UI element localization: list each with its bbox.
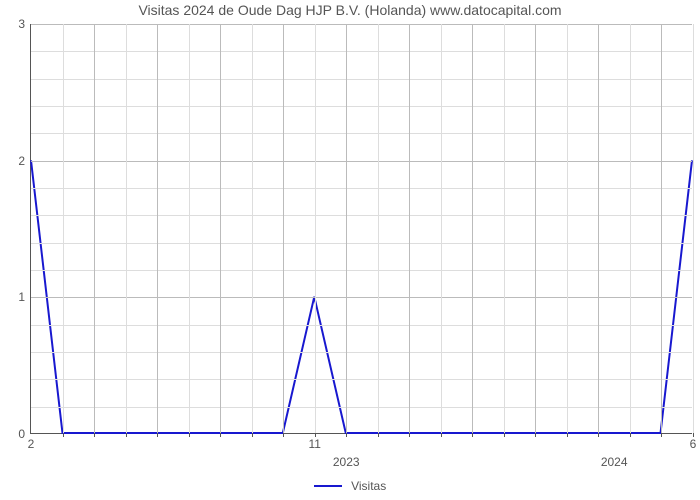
x-minor-tick [630, 433, 631, 437]
y-gridline-minor [31, 407, 692, 408]
y-tick-label: 3 [18, 17, 31, 31]
y-gridline-minor [31, 379, 692, 380]
x-gridline-minor [63, 24, 64, 433]
y-gridline-minor [31, 79, 692, 80]
x-tick-label: 6 [690, 433, 697, 451]
y-gridline-minor [31, 243, 692, 244]
x-gridline-major [409, 24, 410, 433]
y-gridline-minor [31, 188, 692, 189]
x-gridline-minor [630, 24, 631, 433]
y-gridline-major [31, 161, 692, 162]
x-gridline-major [472, 24, 473, 433]
x-minor-tick [157, 433, 158, 437]
x-year-label: 2023 [333, 433, 360, 469]
y-gridline-minor [31, 270, 692, 271]
x-minor-tick [504, 433, 505, 437]
x-gridline-major [157, 24, 158, 433]
x-gridline-minor [252, 24, 253, 433]
x-tick-label: 11 [308, 433, 320, 451]
legend: Visitas [0, 478, 700, 493]
legend-swatch [314, 485, 342, 487]
x-gridline-major [346, 24, 347, 433]
x-gridline-minor [693, 24, 694, 433]
x-gridline-minor [567, 24, 568, 433]
x-minor-tick [283, 433, 284, 437]
legend-label: Visitas [351, 479, 386, 493]
x-tick-label: 2 [28, 433, 35, 451]
x-gridline-minor [315, 24, 316, 433]
x-year-label: 2024 [601, 433, 628, 469]
y-gridline-minor [31, 106, 692, 107]
y-gridline-minor [31, 51, 692, 52]
y-gridline-minor [31, 352, 692, 353]
y-gridline-major [31, 24, 692, 25]
x-minor-tick [378, 433, 379, 437]
x-minor-tick [535, 433, 536, 437]
x-gridline-major [661, 24, 662, 433]
x-minor-tick [126, 433, 127, 437]
x-minor-tick [409, 433, 410, 437]
x-gridline-minor [441, 24, 442, 433]
line-series [31, 24, 692, 433]
x-minor-tick [661, 433, 662, 437]
x-minor-tick [220, 433, 221, 437]
y-tick-label: 1 [18, 290, 31, 304]
x-gridline-major [283, 24, 284, 433]
x-minor-tick [94, 433, 95, 437]
x-minor-tick [63, 433, 64, 437]
x-gridline-major [220, 24, 221, 433]
x-gridline-minor [126, 24, 127, 433]
chart-title: Visitas 2024 de Oude Dag HJP B.V. (Holan… [0, 2, 700, 18]
x-gridline-major [94, 24, 95, 433]
x-minor-tick [189, 433, 190, 437]
y-gridline-minor [31, 133, 692, 134]
x-minor-tick [567, 433, 568, 437]
y-gridline-minor [31, 325, 692, 326]
chart-container: Visitas 2024 de Oude Dag HJP B.V. (Holan… [0, 0, 700, 500]
x-gridline-major [535, 24, 536, 433]
y-tick-label: 2 [18, 154, 31, 168]
x-minor-tick [441, 433, 442, 437]
x-gridline-minor [189, 24, 190, 433]
x-gridline-major [598, 24, 599, 433]
x-minor-tick [598, 433, 599, 437]
plot-area: 0123211620232024 [30, 24, 692, 434]
x-minor-tick [252, 433, 253, 437]
x-minor-tick [472, 433, 473, 437]
x-gridline-minor [378, 24, 379, 433]
y-gridline-minor [31, 215, 692, 216]
x-gridline-minor [504, 24, 505, 433]
y-gridline-major [31, 297, 692, 298]
